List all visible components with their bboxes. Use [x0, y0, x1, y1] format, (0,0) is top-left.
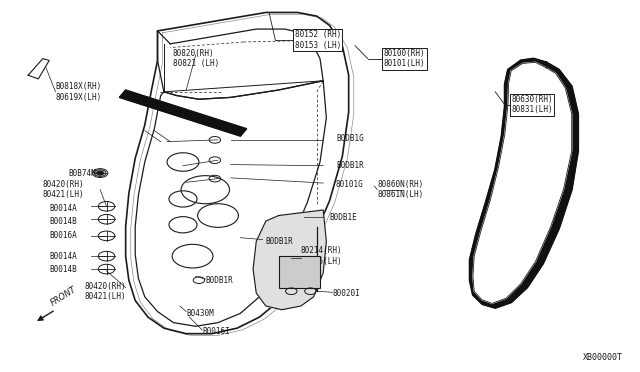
- Text: B0014A: B0014A: [49, 251, 77, 261]
- Text: 80860N(RH)
80861N(LH): 80860N(RH) 80861N(LH): [378, 180, 424, 199]
- Text: B0B74M: B0B74M: [68, 169, 96, 177]
- Text: B0014B: B0014B: [49, 217, 77, 225]
- Text: 80420(RH)
80421(LH): 80420(RH) 80421(LH): [84, 282, 126, 301]
- Polygon shape: [119, 90, 246, 136]
- Polygon shape: [470, 59, 578, 308]
- Text: B0818X(RH)
80619X(LH): B0818X(RH) 80619X(LH): [56, 82, 102, 102]
- Text: B0DB1R: B0DB1R: [266, 237, 294, 246]
- Text: B0430M: B0430M: [186, 309, 214, 318]
- Text: B0014B: B0014B: [49, 264, 77, 273]
- Text: B0DB1R: B0DB1R: [205, 276, 233, 285]
- Text: B0DB1G: B0DB1G: [336, 134, 364, 142]
- Bar: [278, 256, 320, 288]
- Text: FRONT: FRONT: [49, 285, 78, 308]
- Text: 80020I: 80020I: [333, 289, 360, 298]
- Text: B0016A: B0016A: [49, 231, 77, 240]
- Text: 80820(RH)
80821 (LH): 80820(RH) 80821 (LH): [173, 49, 219, 68]
- Circle shape: [97, 171, 104, 175]
- Text: XB00000T: XB00000T: [582, 353, 623, 362]
- Text: 80420(RH)
80421(LH): 80420(RH) 80421(LH): [43, 180, 84, 199]
- Polygon shape: [473, 62, 572, 304]
- Text: B0014A: B0014A: [49, 203, 77, 213]
- Text: B0DB1E: B0DB1E: [330, 213, 357, 222]
- Text: 80100(RH)
80101(LH): 80100(RH) 80101(LH): [384, 49, 426, 68]
- Text: B0016I: B0016I: [202, 327, 230, 336]
- Text: 80152 (RH)
80153 (LH): 80152 (RH) 80153 (LH): [294, 31, 340, 50]
- Polygon shape: [253, 210, 326, 310]
- Text: 80101G: 80101G: [336, 180, 364, 189]
- Text: 80214(RH)
80215(LH): 80214(RH) 80215(LH): [301, 247, 342, 266]
- Text: B0DB1R: B0DB1R: [336, 161, 364, 170]
- Polygon shape: [28, 59, 49, 79]
- Text: 80630(RH)
80831(LH): 80630(RH) 80831(LH): [511, 95, 553, 115]
